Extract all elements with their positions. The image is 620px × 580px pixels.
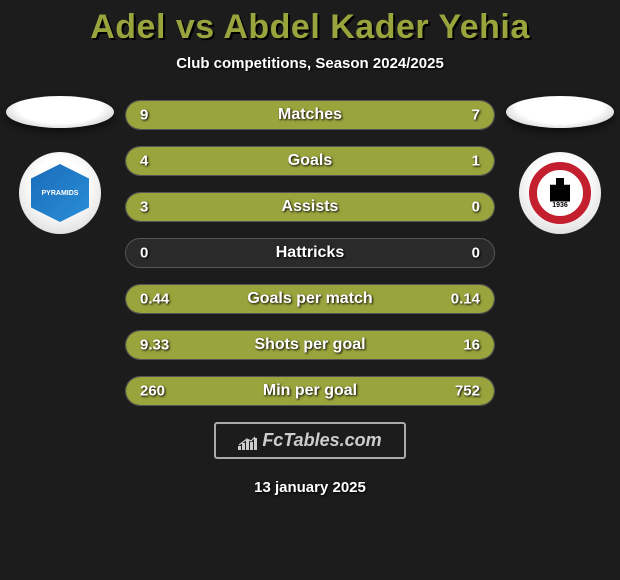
stat-label: Min per goal	[126, 382, 494, 400]
stat-bars: Matches97Goals41Assists30Hattricks00Goal…	[125, 92, 495, 406]
page-subtitle: Club competitions, Season 2024/2025	[0, 55, 620, 72]
stat-value-right: 0	[472, 245, 480, 262]
stat-value-left: 0.44	[140, 291, 169, 308]
team-badge-left: PYRAMIDS	[19, 152, 101, 234]
stat-label: Assists	[126, 198, 494, 216]
stat-value-right: 752	[455, 383, 480, 400]
chart-icon	[238, 434, 258, 448]
stat-row: Matches9 7	[125, 100, 495, 130]
brand-badge: FcTables.com	[214, 422, 405, 459]
stat-label: Goals	[126, 152, 494, 170]
page-title: Adel vs Abdel Kader Yehia	[0, 8, 620, 47]
stat-value-right: 0.14	[451, 291, 480, 308]
stat-value-left: 260	[140, 383, 165, 400]
stat-value-left: 0	[140, 245, 148, 262]
stat-value-left: 9.33	[140, 337, 169, 354]
stat-label: Shots per goal	[126, 336, 494, 354]
stat-value-left: 3	[140, 199, 148, 216]
team-badge-right-year: 1936	[552, 202, 568, 209]
comparison-section: PYRAMIDS 1936 Matches97Goals41Assists30H…	[0, 92, 620, 406]
date-text: 13 january 2025	[0, 479, 620, 496]
stat-value-right: 16	[463, 337, 480, 354]
stat-value-left: 9	[140, 107, 148, 124]
stat-row: Shots per goal9.33 16	[125, 330, 495, 360]
stat-row: Goals4 1	[125, 146, 495, 176]
stat-value-right: 1	[472, 153, 480, 170]
stat-value-left: 4	[140, 153, 148, 170]
team-badge-right: 1936	[519, 152, 601, 234]
ball-icon	[6, 96, 114, 128]
player-silhouette-icon	[550, 178, 570, 202]
stat-value-right: 0	[472, 199, 480, 216]
brand-text: FcTables.com	[262, 430, 381, 450]
team-badge-left-label: PYRAMIDS	[31, 164, 89, 222]
stat-row: Hattricks0 0	[125, 238, 495, 268]
stat-row: Assists3 0	[125, 192, 495, 222]
stat-row: Goals per match0.44 0.14	[125, 284, 495, 314]
stat-label: Goals per match	[126, 290, 494, 308]
stat-row: Min per goal260 752	[125, 376, 495, 406]
stat-label: Matches	[126, 106, 494, 124]
stat-label: Hattricks	[126, 244, 494, 262]
stat-value-right: 7	[472, 107, 480, 124]
ball-icon	[506, 96, 614, 128]
team-badge-right-inner: 1936	[529, 162, 591, 224]
